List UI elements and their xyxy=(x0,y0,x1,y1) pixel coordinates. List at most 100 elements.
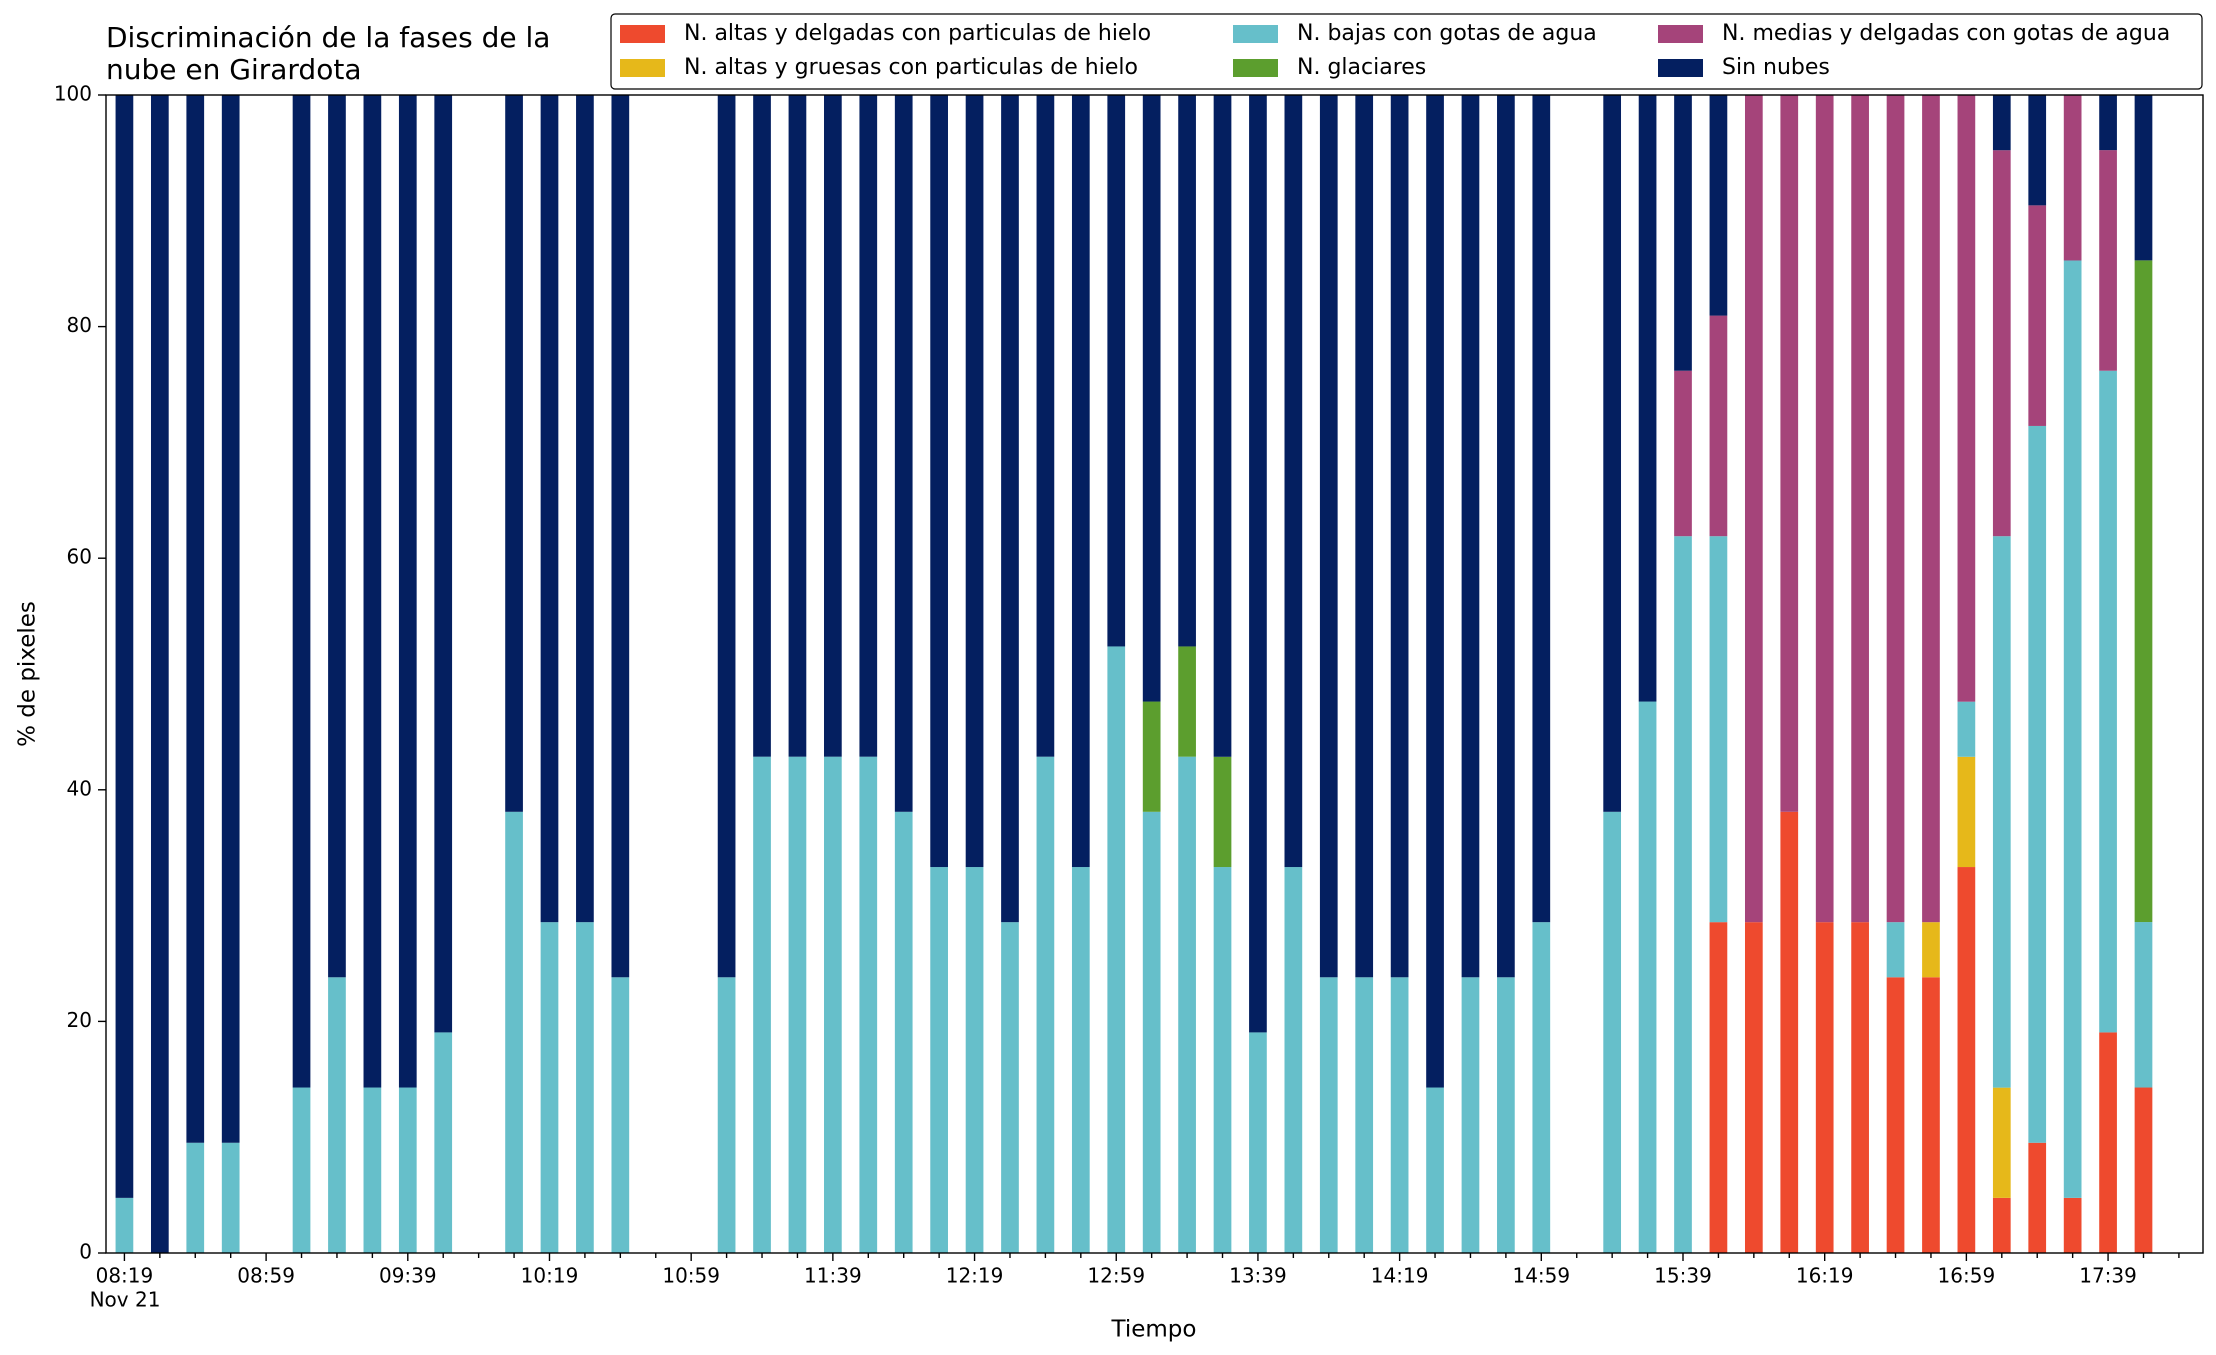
bar-segment xyxy=(1886,977,1905,1253)
bar-segment xyxy=(1532,95,1551,923)
bar-segment xyxy=(1284,867,1303,1253)
bar-segment xyxy=(611,977,630,1253)
bar-segment xyxy=(2134,94,2153,261)
bar-segment xyxy=(1709,922,1728,1253)
y-tick-label: 20 xyxy=(67,1008,92,1032)
bar-segment xyxy=(2134,1087,2153,1253)
bar-segment xyxy=(1603,95,1622,812)
bar-segment xyxy=(1603,811,1622,1253)
bar-segment xyxy=(1461,977,1480,1253)
bar-segment xyxy=(930,867,948,1253)
bar-segment xyxy=(1780,811,1799,1253)
bar-segment xyxy=(965,867,984,1253)
bar-segment xyxy=(1071,867,1090,1253)
bar-segment xyxy=(2028,425,2047,1143)
bar-segment xyxy=(1390,95,1409,978)
legend-label: N. bajas con gotas de agua xyxy=(1297,21,1597,46)
bar-segment xyxy=(1249,95,1267,1033)
bar-segment xyxy=(1178,756,1196,1253)
x-date-label: Nov 21 xyxy=(90,1288,161,1312)
bar-segment xyxy=(2028,205,2047,426)
bar-segment xyxy=(1178,646,1196,757)
bar-segment xyxy=(2134,260,2153,923)
bar-segment xyxy=(1249,1032,1267,1253)
bar-segment xyxy=(1390,977,1409,1253)
bar-segment xyxy=(1426,95,1444,1088)
bar-segment xyxy=(930,95,948,868)
legend-swatch xyxy=(1658,25,1703,43)
bar-segment xyxy=(1142,95,1161,702)
legend-swatch xyxy=(1233,59,1278,77)
x-tick-label: 17:39 xyxy=(2079,1264,2137,1288)
bar-segment xyxy=(717,977,736,1253)
bar-segment xyxy=(434,95,453,1033)
x-tick-label: 10:19 xyxy=(521,1264,579,1288)
bar-segment xyxy=(1815,922,1834,1253)
bar-segment xyxy=(2028,1142,2047,1253)
bar-segment xyxy=(221,95,240,1143)
bar-segment xyxy=(328,95,346,978)
bar-segment xyxy=(1036,756,1055,1253)
bar-segment xyxy=(1071,95,1090,868)
x-tick-label: 09:39 xyxy=(379,1264,437,1288)
x-tick-label: 15:39 xyxy=(1654,1264,1712,1288)
bar-segment xyxy=(2134,922,2153,1088)
bar-segment xyxy=(1213,95,1232,757)
bar-segment xyxy=(221,1142,240,1253)
legend-swatch xyxy=(620,59,665,77)
x-tick-label: 12:59 xyxy=(1087,1264,1145,1288)
bar-segment xyxy=(1922,922,1940,978)
legend-label: N. glaciares xyxy=(1297,55,1426,80)
x-tick-label: 12:19 xyxy=(946,1264,1004,1288)
bar-segment xyxy=(824,95,842,757)
bar-segment xyxy=(328,977,346,1253)
bar-segment xyxy=(2063,95,2082,261)
bar-segment xyxy=(2099,150,2117,371)
bar-segment xyxy=(1426,1087,1444,1253)
bar-segment xyxy=(1992,536,2011,1088)
bar-segment xyxy=(2028,95,2047,206)
bar-segment xyxy=(1497,95,1515,978)
bar-segment xyxy=(1213,756,1232,868)
bar-segment xyxy=(2063,1197,2082,1253)
bar-segment xyxy=(363,95,382,1088)
x-tick-label: 16:59 xyxy=(1938,1264,1996,1288)
bar-segment xyxy=(1709,315,1728,537)
bar-segment xyxy=(1284,95,1303,868)
bar-segment xyxy=(186,95,205,1143)
x-tick-label: 14:19 xyxy=(1371,1264,1429,1288)
legend-label: N. medias y delgadas con gotas de agua xyxy=(1722,21,2170,46)
bar-segment xyxy=(115,1197,134,1253)
bar-segment xyxy=(894,811,913,1253)
bar-segment xyxy=(1001,95,1019,923)
bar-segment xyxy=(1355,95,1374,978)
bar-segment xyxy=(1532,922,1551,1253)
bar-segment xyxy=(1957,701,1976,757)
bar-segment xyxy=(1319,95,1338,978)
x-tick-label: 14:59 xyxy=(1512,1264,1570,1288)
bar-segment xyxy=(540,95,559,923)
bar-segment xyxy=(1851,95,1869,923)
bar-segment xyxy=(1851,922,1869,1253)
bar-segment xyxy=(1992,95,2011,151)
bar-segment xyxy=(1674,536,1692,1253)
bar-segment xyxy=(1992,1197,2011,1253)
bar-segment xyxy=(1744,922,1763,1253)
bar-segment xyxy=(1992,1087,2011,1198)
bar-segment xyxy=(1638,701,1657,1253)
bar-segment xyxy=(505,95,523,812)
bar-segment xyxy=(292,1087,311,1253)
bar-segment xyxy=(753,756,771,1253)
bar-segment xyxy=(1744,95,1763,923)
bar-segment xyxy=(2063,260,2082,1198)
bar-segment xyxy=(1355,977,1374,1253)
bar-segment xyxy=(1213,867,1232,1253)
bar-segment xyxy=(150,95,169,1253)
bar-segment xyxy=(576,95,594,923)
bar-segment xyxy=(398,95,417,1088)
bar-segment xyxy=(1178,95,1196,647)
bar-segment xyxy=(1001,922,1019,1253)
bar-segment xyxy=(1957,95,1976,702)
bar-segment xyxy=(1886,95,1905,923)
